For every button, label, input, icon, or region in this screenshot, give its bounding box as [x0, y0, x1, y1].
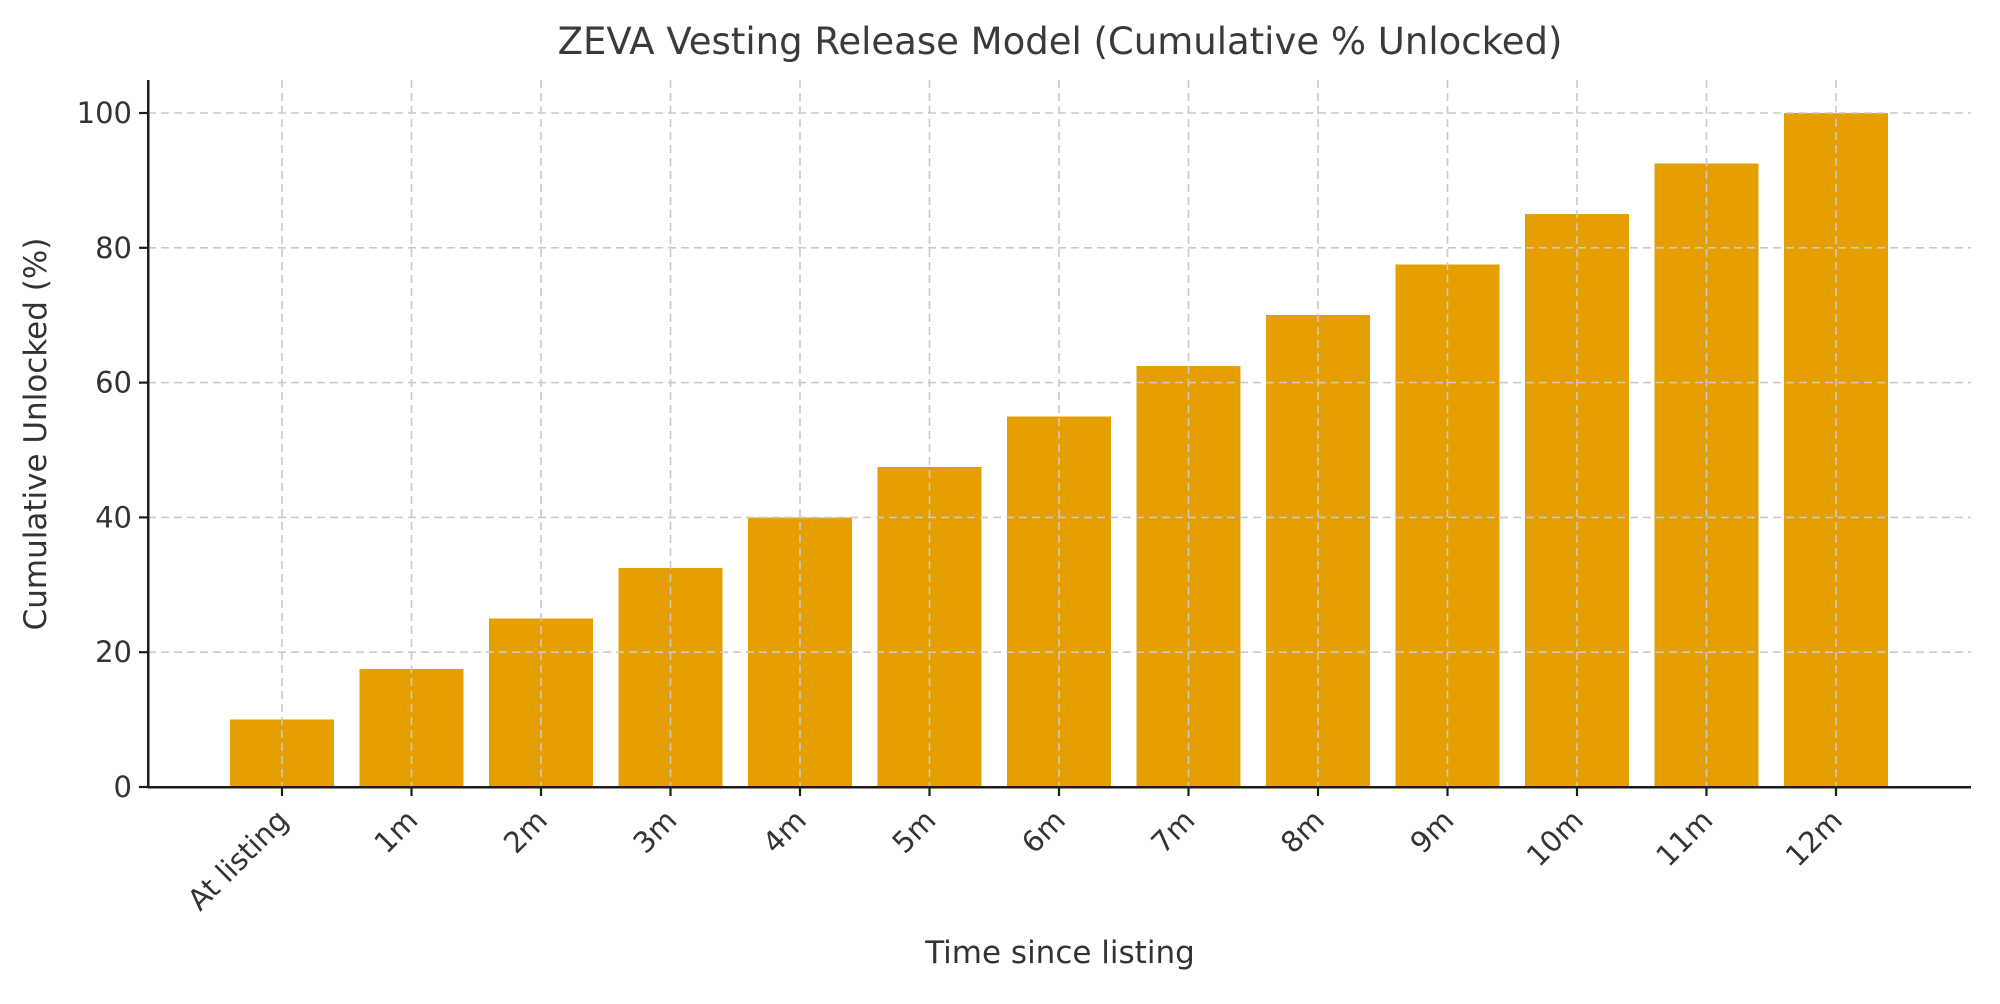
y-tick-labels-group: 0 20 40 60 80 100 [77, 96, 132, 804]
bar-1m [359, 669, 464, 787]
x-tick-label: 9m [1403, 803, 1460, 860]
x-tick-label: At listing [181, 803, 295, 917]
x-tick-label: 11m [1649, 803, 1719, 873]
x-tick-label: 5m [885, 803, 942, 860]
y-tick-label: 40 [95, 500, 132, 534]
x-tick-label: 12m [1779, 803, 1849, 873]
y-tick-label: 60 [95, 366, 132, 400]
x-tick-label: 3m [626, 803, 683, 860]
y-tick-label: 0 [114, 770, 132, 804]
x-tick-label: 4m [756, 803, 813, 860]
tick-marks-group [139, 111, 1838, 796]
x-axis-label: Time since listing [924, 935, 1195, 971]
x-tick-label: 10m [1520, 803, 1590, 873]
y-tick-label: 80 [95, 231, 132, 265]
y-tick-label: 20 [95, 635, 132, 669]
chart-title: ZEVA Vesting Release Model (Cumulative %… [558, 20, 1563, 63]
x-tick-label: 2m [497, 803, 554, 860]
x-tick-labels-group: At listing 1m 2m 3m 4m 5m 6m 7m 8m 9m 10m 11m 12m [181, 803, 1849, 917]
x-tick-label: 6m [1015, 803, 1072, 860]
x-tick-label: 8m [1274, 803, 1331, 860]
x-tick-label: 1m [367, 803, 424, 860]
y-axis-label: Cumulative Unlocked (%) [18, 238, 54, 631]
y-tick-label: 100 [77, 96, 132, 130]
x-tick-label: 7m [1144, 803, 1201, 860]
